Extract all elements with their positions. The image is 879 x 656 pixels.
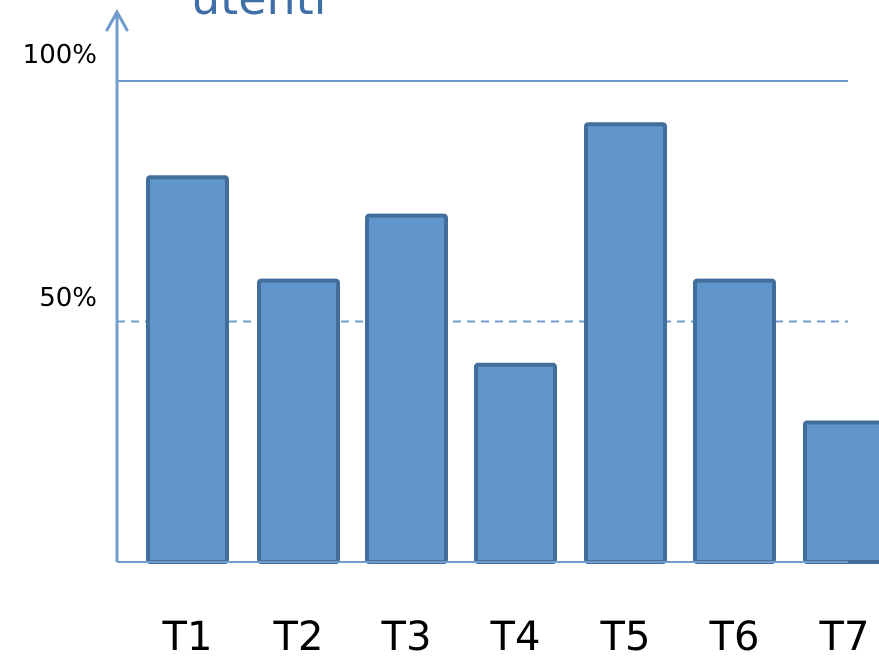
y-tick-label: 100% <box>23 40 97 70</box>
bar-t3 <box>365 213 448 564</box>
labels: 100% 50% T1 T2 T3 T4 T5 T6 T7 <box>23 40 870 656</box>
chart-title: utenti <box>191 0 326 25</box>
bar-t6 <box>693 278 776 564</box>
bar-t2 <box>257 278 340 564</box>
x-tick-label: T2 <box>273 614 324 656</box>
bar-t1 <box>146 175 229 564</box>
x-tick-label: T4 <box>490 614 541 656</box>
bar-t5 <box>584 122 667 564</box>
y-axis-arrow-icon <box>105 8 129 32</box>
x-tick-label: T5 <box>600 614 651 656</box>
x-tick-label: T3 <box>381 614 432 656</box>
x-tick-label: T7 <box>819 614 870 656</box>
bar-t7 <box>803 420 879 564</box>
y-tick-label: 50% <box>39 283 97 313</box>
x-tick-label: T6 <box>709 614 760 656</box>
bars <box>146 122 879 565</box>
bar-t4 <box>474 362 557 565</box>
axes <box>105 8 848 563</box>
x-tick-label: T1 <box>162 614 213 656</box>
